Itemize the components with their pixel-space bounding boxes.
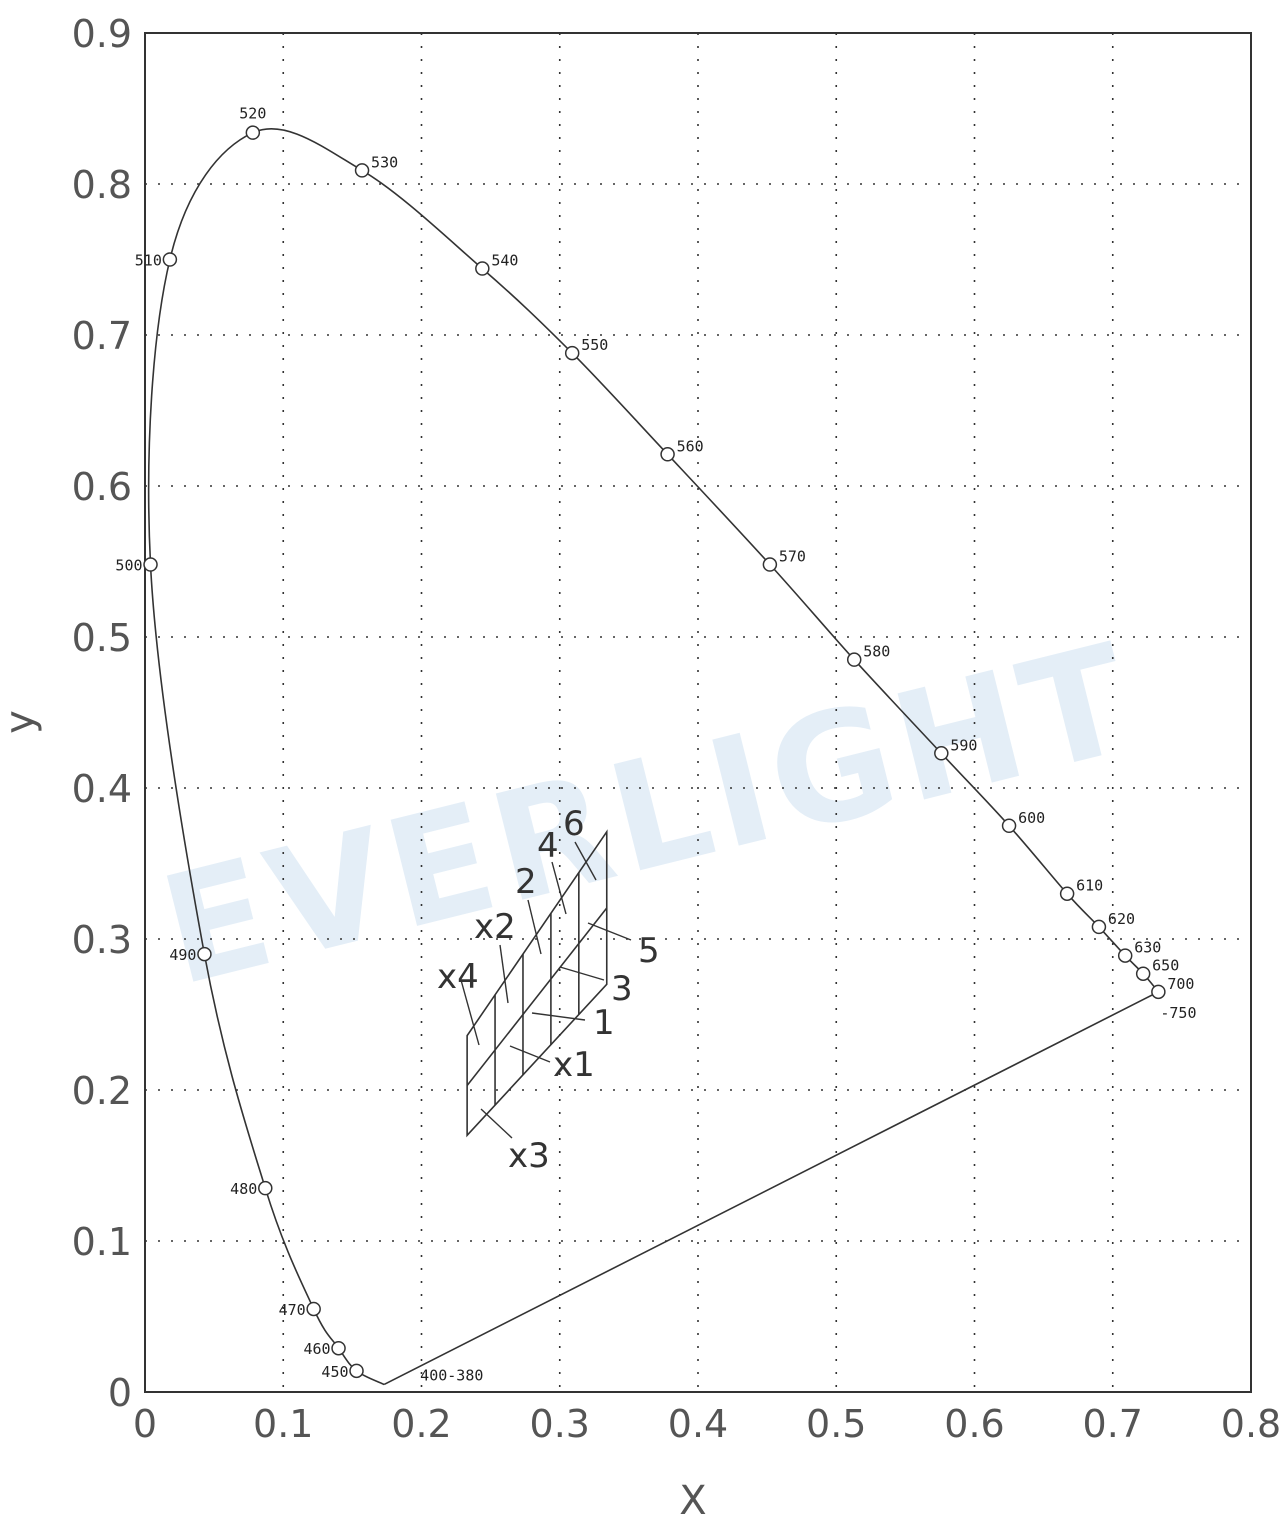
- y-tick-label: 0.5: [72, 616, 132, 660]
- bin-leader-line: [574, 841, 597, 881]
- grid-lines: [145, 33, 1251, 1392]
- x-tick-label: 0.2: [391, 1402, 451, 1446]
- wavelength-marker: [660, 447, 675, 462]
- y-tick-label: 0.8: [72, 163, 132, 207]
- y-axis-ticks: 0 0.1 0.2 0.3 0.4 0.5 0.6 0.7 0.8 0.9: [72, 12, 132, 1415]
- wavelength-marker: [197, 946, 212, 962]
- x-axis-title: X: [679, 1478, 706, 1524]
- bin-leader-line: [527, 899, 542, 955]
- x-tick-label: 0.7: [1083, 1402, 1143, 1446]
- wavelength-marker: [258, 1180, 273, 1196]
- wavelength-label: 560: [677, 437, 704, 455]
- wavelength-label: 590: [950, 736, 977, 754]
- bin-label: x4: [437, 957, 479, 997]
- wavelength-marker: [846, 652, 862, 667]
- plot-frame: [144, 32, 1252, 1393]
- wavelength-label: 520: [239, 105, 266, 123]
- wavelength-label: 530: [371, 153, 398, 171]
- x-tick-label: 0.5: [806, 1402, 866, 1446]
- wavelength-marker: [475, 261, 490, 276]
- bin-leader-line: [559, 966, 605, 981]
- bin-leader-line: [499, 944, 509, 1004]
- line-of-purples: [383, 991, 1159, 1386]
- x-tick-label: 0: [133, 1402, 157, 1446]
- bin-label: x2: [474, 907, 516, 947]
- bin-label: 2: [515, 862, 537, 902]
- spectral-locus-line: [147, 127, 1160, 1386]
- wavelength-label: 630: [1134, 939, 1161, 957]
- y-tick-label: 0.7: [72, 314, 132, 358]
- wavelength-marker: [162, 252, 178, 267]
- wavelength-label: 480: [230, 1180, 257, 1198]
- bin-label: 6: [563, 804, 585, 844]
- wavelength-marker: [354, 163, 370, 178]
- x-tick-label: 0.8: [1221, 1402, 1281, 1446]
- bin-leader-line: [460, 979, 480, 1046]
- bin-leader-line: [587, 922, 632, 941]
- wavelength-label: 450: [321, 1363, 348, 1381]
- wavelength-label: 650: [1152, 957, 1179, 975]
- x-tick-label: 0.4: [668, 1402, 728, 1446]
- wavelength-label: 550: [581, 336, 608, 354]
- y-tick-label: 0.1: [72, 1220, 132, 1264]
- red-end-label: -750: [1160, 1004, 1196, 1022]
- bin-label: 4: [537, 826, 559, 866]
- wavelength-marker: [245, 125, 261, 140]
- wavelength-label: 600: [1018, 809, 1045, 827]
- y-tick-label: 0.9: [72, 12, 132, 56]
- bin-leader-line: [551, 861, 567, 915]
- y-tick-label: 0: [108, 1371, 132, 1415]
- wavelength-label: 580: [863, 643, 890, 661]
- y-tick-label: 0.6: [72, 465, 132, 509]
- wavelength-marker: [762, 557, 778, 572]
- wavelength-label: 700: [1167, 975, 1194, 993]
- wavelength-label: 460: [303, 1340, 330, 1358]
- bin-outline: [466, 829, 608, 1138]
- bin-leader-line: [531, 1012, 586, 1021]
- wavelength-label: 570: [779, 548, 806, 566]
- violet-end-label: 400-380: [420, 1366, 483, 1384]
- wavelength-marker: [349, 1363, 364, 1379]
- bin-divider-long: [466, 907, 608, 1086]
- wavelength-marker: [1117, 948, 1133, 963]
- wavelength-marker: [934, 746, 949, 761]
- wavelength-marker: [1059, 886, 1075, 901]
- bin-label: x1: [553, 1045, 595, 1085]
- bin-label: x3: [508, 1136, 550, 1176]
- wavelength-marker: [1091, 919, 1107, 935]
- y-tick-label: 0.4: [72, 767, 132, 811]
- wavelength-marker: [1001, 818, 1017, 833]
- bin-leader-line: [480, 1108, 513, 1139]
- wavelength-marker: [1151, 984, 1166, 1000]
- x-tick-label: 0.3: [530, 1402, 590, 1446]
- x-tick-label: 0.1: [253, 1402, 313, 1446]
- wavelength-labels: 450 460 470 480 490 500 510 520 530 540 550 560 570 5…: [115, 105, 1194, 1381]
- wavelength-marker: [306, 1301, 321, 1317]
- wavelength-label: 470: [279, 1301, 306, 1319]
- wavelength-marker: [331, 1340, 346, 1356]
- wavelength-label: 610: [1076, 877, 1103, 895]
- wavelength-markers: [143, 125, 1166, 1379]
- x-tick-label: 0.6: [944, 1402, 1004, 1446]
- wavelength-label: 510: [135, 252, 162, 270]
- bin-label: 3: [611, 969, 633, 1009]
- y-axis-title: y: [0, 710, 43, 734]
- y-tick-label: 0.3: [72, 918, 132, 962]
- wavelength-marker: [143, 557, 158, 572]
- wavelength-label: 540: [491, 252, 518, 270]
- bin-label: 5: [638, 931, 660, 971]
- wavelength-label: 620: [1108, 910, 1135, 928]
- bin-label: 1: [593, 1003, 615, 1043]
- bin-leader-line: [509, 1045, 551, 1063]
- wavelength-marker: [564, 345, 580, 361]
- wavelength-marker: [1135, 966, 1151, 981]
- wavelength-label: 500: [115, 557, 142, 575]
- y-tick-label: 0.2: [72, 1069, 132, 1113]
- wavelength-label: 490: [169, 946, 196, 964]
- x-axis-ticks: 0 0.1 0.2 0.3 0.4 0.5 0.6 0.7 0.8: [133, 1402, 1281, 1446]
